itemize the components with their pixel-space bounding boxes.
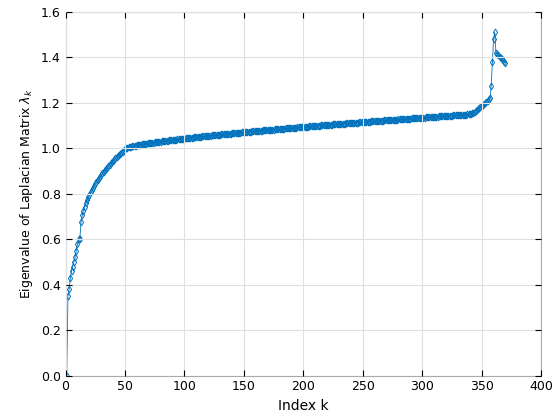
X-axis label: Index k: Index k [278,399,329,413]
Y-axis label: Eigenvalue of Laplacian Matrix $\lambda_k$: Eigenvalue of Laplacian Matrix $\lambda_… [18,89,35,299]
